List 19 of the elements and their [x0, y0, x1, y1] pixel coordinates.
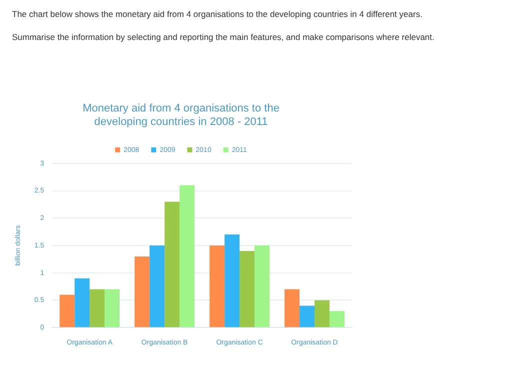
bar — [90, 289, 105, 328]
text: Summarise the information by selecting and reporting the main features, and make comparisons where relevant. — [12, 31, 436, 44]
bar — [254, 246, 270, 328]
bar — [314, 300, 330, 328]
bar — [150, 246, 165, 328]
bar — [104, 289, 120, 328]
bar — [210, 246, 225, 328]
bar — [240, 250, 255, 328]
bar — [330, 311, 345, 328]
bar — [224, 234, 240, 328]
chart-title: Monetary aid from 4 organisations to the developing countries in 2008 - 2011 — [82, 102, 280, 128]
bar — [74, 278, 90, 328]
bar — [284, 289, 300, 328]
bar — [60, 294, 75, 328]
text: The chart below shows the monetary aid from 4 organisations to the developing countries in 4 different years. — [12, 8, 424, 21]
bar — [180, 185, 195, 328]
bar — [164, 202, 180, 328]
bar — [300, 306, 315, 328]
bar — [134, 256, 150, 328]
